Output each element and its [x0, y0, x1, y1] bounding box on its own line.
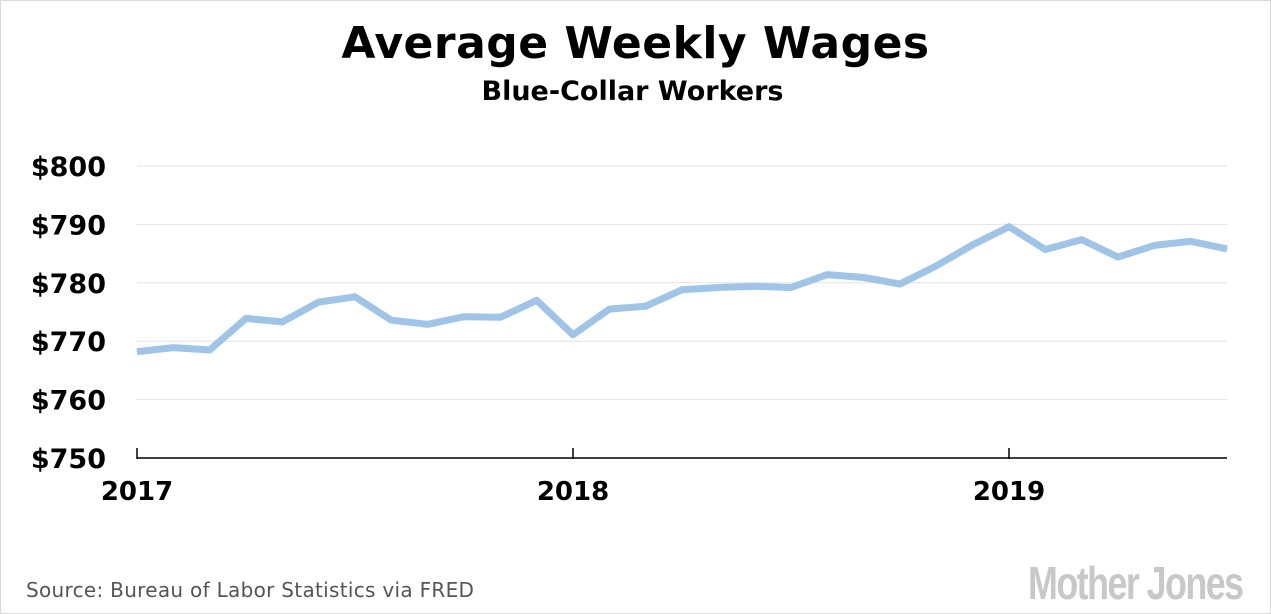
- data-point: [1008, 226, 1010, 228]
- data-point: [390, 319, 392, 321]
- chart-title: Average Weekly Wages: [341, 18, 930, 69]
- source-note: Source: Bureau of Labor Statistics via F…: [26, 578, 475, 602]
- data-point: [972, 244, 974, 246]
- data-point: [1153, 244, 1155, 246]
- x-tick-label: 2018: [537, 477, 609, 507]
- y-tick-label: $750: [31, 444, 106, 475]
- x-tick-label: 2017: [101, 477, 173, 507]
- y-tick-label: $780: [31, 269, 106, 300]
- series-line: [136, 223, 1228, 356]
- data-point: [1117, 256, 1119, 258]
- data-point: [645, 305, 647, 307]
- data-point: [863, 277, 865, 279]
- data-point: [354, 296, 356, 298]
- y-tick-label: $800: [31, 152, 106, 183]
- data-point: [463, 316, 465, 318]
- data-point: [318, 301, 320, 303]
- data-point: [681, 289, 683, 291]
- data-point: [209, 349, 211, 351]
- x-tick-label: 2019: [973, 477, 1045, 507]
- data-point: [608, 308, 610, 310]
- data-point: [717, 286, 719, 288]
- data-point: [281, 321, 283, 323]
- y-tick-label: $770: [31, 327, 106, 358]
- data-point: [499, 316, 501, 318]
- data-point: [754, 285, 756, 287]
- data-point: [536, 299, 538, 301]
- data-point: [1190, 240, 1192, 242]
- chart-subtitle: Blue-Collar Workers: [481, 76, 784, 107]
- data-point: [136, 351, 138, 353]
- data-point: [572, 334, 574, 336]
- y-tick-label: $790: [31, 210, 106, 241]
- data-point: [935, 265, 937, 267]
- mother-jones-logo: Mother Jones: [1028, 557, 1244, 609]
- y-tick-label: $760: [31, 386, 106, 417]
- data-point: [899, 283, 901, 285]
- data-point: [172, 347, 174, 349]
- data-point: [826, 274, 828, 276]
- data-point: [427, 323, 429, 325]
- data-point: [790, 286, 792, 288]
- data-point: [1081, 239, 1083, 241]
- data-point: [1044, 249, 1046, 251]
- data-point: [1226, 248, 1228, 250]
- data-point: [245, 317, 247, 319]
